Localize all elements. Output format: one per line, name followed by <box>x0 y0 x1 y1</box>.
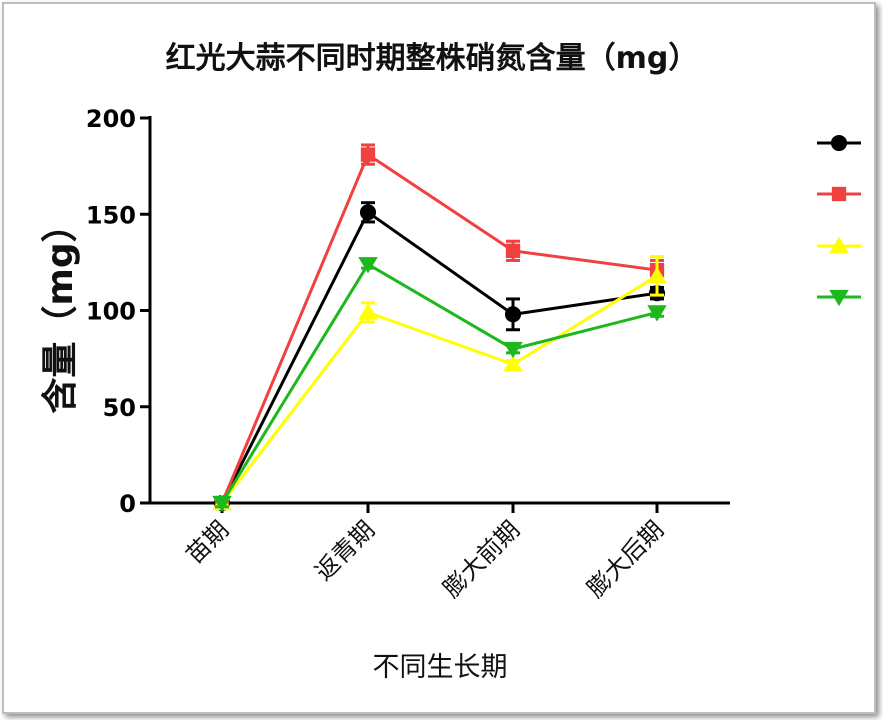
series-triangle-down <box>212 257 667 513</box>
series-line <box>220 274 658 504</box>
legend-item <box>817 186 861 202</box>
y-tick-label: 150 <box>86 201 136 229</box>
series-layer <box>212 143 667 513</box>
legend-marker <box>831 186 847 202</box>
data-point <box>647 266 667 283</box>
legend-item <box>817 236 861 254</box>
chart-title: 红光大蒜不同时期整株硝氮含量（mg） <box>166 41 699 76</box>
data-point <box>360 147 376 162</box>
y-tick-label: 100 <box>86 298 136 326</box>
y-tick-label: 0 <box>119 490 136 518</box>
data-point <box>505 243 521 258</box>
legend-item <box>817 134 861 152</box>
legend-marker <box>829 289 849 307</box>
data-point <box>503 355 523 372</box>
series-line <box>220 262 658 504</box>
data-point <box>358 257 378 274</box>
data-point <box>647 305 667 322</box>
legend-marker <box>830 134 848 152</box>
y-tick-label: 50 <box>103 394 136 422</box>
data-point <box>359 204 377 221</box>
legend <box>817 134 861 307</box>
y-axis-label: 含量（mg） <box>40 206 81 413</box>
y-tick-label: 200 <box>86 105 136 133</box>
chart-border <box>2 2 876 714</box>
series-line <box>220 153 658 504</box>
legend-item <box>817 289 861 307</box>
data-point <box>358 303 378 320</box>
x-axis-label: 不同生长期 <box>373 652 508 683</box>
legend-marker <box>829 236 849 254</box>
y-ticks: 0 50 100 150 200 <box>86 105 150 518</box>
series-line <box>220 210 658 504</box>
data-point <box>212 495 232 513</box>
data-point <box>504 306 522 323</box>
data-point <box>503 341 523 359</box>
